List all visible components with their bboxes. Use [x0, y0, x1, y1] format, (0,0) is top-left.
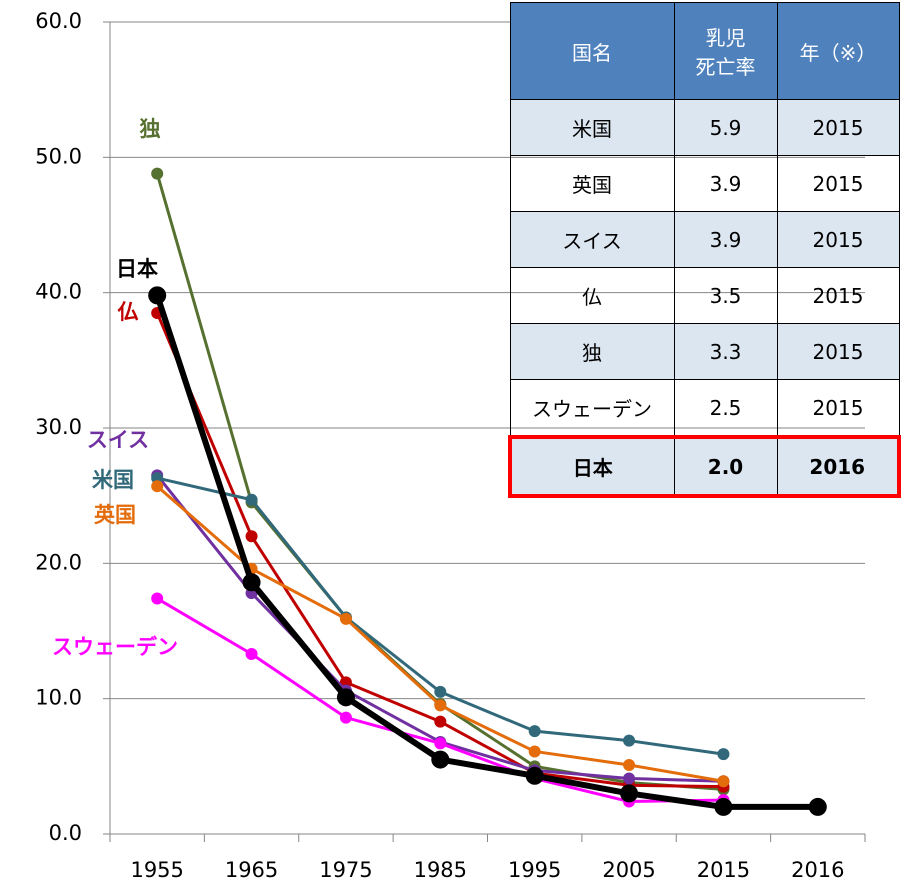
data-point — [339, 711, 352, 724]
data-point — [620, 784, 639, 803]
data-point — [714, 797, 733, 816]
x-tick-label: 1995 — [508, 858, 561, 882]
data-point — [808, 797, 827, 816]
data-point — [245, 493, 258, 506]
y-tick-label: 10.0 — [35, 686, 82, 710]
header-cell: 年（※） — [776, 2, 900, 100]
header-cell: 国名 — [509, 2, 675, 100]
data-point — [623, 758, 636, 771]
y-tick-label: 30.0 — [35, 415, 82, 439]
table-cell: 3.9 — [673, 211, 778, 268]
x-tick-label: 2016 — [791, 858, 844, 882]
table-cell: 独 — [509, 323, 675, 380]
x-tick-label: 1965 — [225, 858, 278, 882]
data-point — [148, 286, 167, 305]
series-label: 英国 — [94, 503, 136, 527]
data-point — [245, 530, 258, 543]
table-cell: 2015 — [776, 155, 900, 212]
table-cell: 2.5 — [673, 379, 778, 438]
data-point — [242, 573, 261, 592]
y-tick-label: 20.0 — [35, 550, 82, 574]
data-table: 国名 乳児 死亡率 年（※） 米国 5.9 2015 英国 3.9 2015 スイス 3.9 20… — [508, 2, 901, 498]
data-point — [623, 734, 636, 747]
data-point — [623, 772, 636, 785]
data-point — [434, 715, 447, 728]
data-point — [434, 685, 447, 698]
data-point — [434, 737, 447, 750]
y-tick-label: 60.0 — [35, 9, 82, 33]
table-cell: 2015 — [776, 211, 900, 268]
table-row: スウェーデン 2.5 2015 — [509, 379, 900, 438]
table-cell: スイス — [509, 211, 675, 268]
series-label: 仏 — [118, 300, 139, 324]
table-cell: 2.0 — [673, 435, 778, 498]
table-cell: 2016 — [776, 435, 901, 498]
table-cell: 仏 — [509, 267, 675, 324]
table-row: 米国 5.9 2015 — [509, 99, 900, 156]
series-line — [154, 294, 818, 810]
data-point — [336, 688, 355, 707]
table-cell: 3.5 — [673, 267, 778, 324]
data-point — [717, 775, 730, 788]
data-point — [528, 745, 541, 758]
data-point — [431, 750, 450, 769]
y-tick-label: 0.0 — [49, 821, 82, 845]
series-label: 独 — [140, 117, 161, 141]
table-cell: 3.9 — [673, 155, 778, 212]
series-label: 米国 — [92, 468, 134, 492]
table-cell: スウェーデン — [509, 379, 675, 438]
data-point — [528, 725, 541, 738]
table-cell: 5.9 — [673, 99, 778, 156]
table-cell: 日本 — [508, 435, 675, 498]
table-row: 日本 2.0 2016 — [508, 435, 901, 498]
x-tick-label: 2005 — [602, 858, 655, 882]
data-point — [151, 480, 164, 493]
series-label: スウェーデン — [52, 635, 178, 659]
data-point — [245, 648, 258, 661]
table-cell: 英国 — [509, 155, 675, 212]
series-line — [156, 474, 724, 783]
data-point — [339, 612, 352, 625]
table-cell: 米国 — [509, 99, 675, 156]
header-line: 死亡率 — [695, 55, 756, 79]
x-tick-label: 2015 — [697, 858, 750, 882]
table-row: 英国 3.9 2015 — [509, 155, 900, 212]
table-header: 国名 乳児死亡率 年（※） — [509, 2, 900, 100]
series-line — [156, 476, 724, 756]
data-point — [525, 766, 544, 785]
table-row: 仏 3.5 2015 — [509, 267, 900, 324]
data-point — [434, 699, 447, 712]
table-cell: 2015 — [776, 99, 900, 156]
series-label: 日本 — [116, 257, 158, 281]
header-line: 乳児 — [705, 26, 746, 50]
series-label: スイス — [87, 428, 149, 452]
table-cell: 2015 — [776, 267, 900, 324]
table-cell: 2015 — [776, 323, 900, 380]
x-tick-label: 1975 — [319, 858, 372, 882]
table-cell: 2015 — [776, 379, 900, 438]
header-cell: 乳児 死亡率 — [673, 2, 778, 100]
y-tick-label: 50.0 — [35, 144, 82, 168]
y-tick-label: 40.0 — [35, 280, 82, 304]
table-row: スイス 3.9 2015 — [509, 211, 900, 268]
table-cell: 3.3 — [673, 323, 778, 380]
x-tick-label: 1985 — [414, 858, 467, 882]
data-point — [151, 592, 164, 605]
x-tick-label: 1955 — [130, 858, 183, 882]
data-point — [717, 748, 730, 761]
data-point — [151, 167, 164, 180]
table-row: 独 3.3 2015 — [509, 323, 900, 380]
